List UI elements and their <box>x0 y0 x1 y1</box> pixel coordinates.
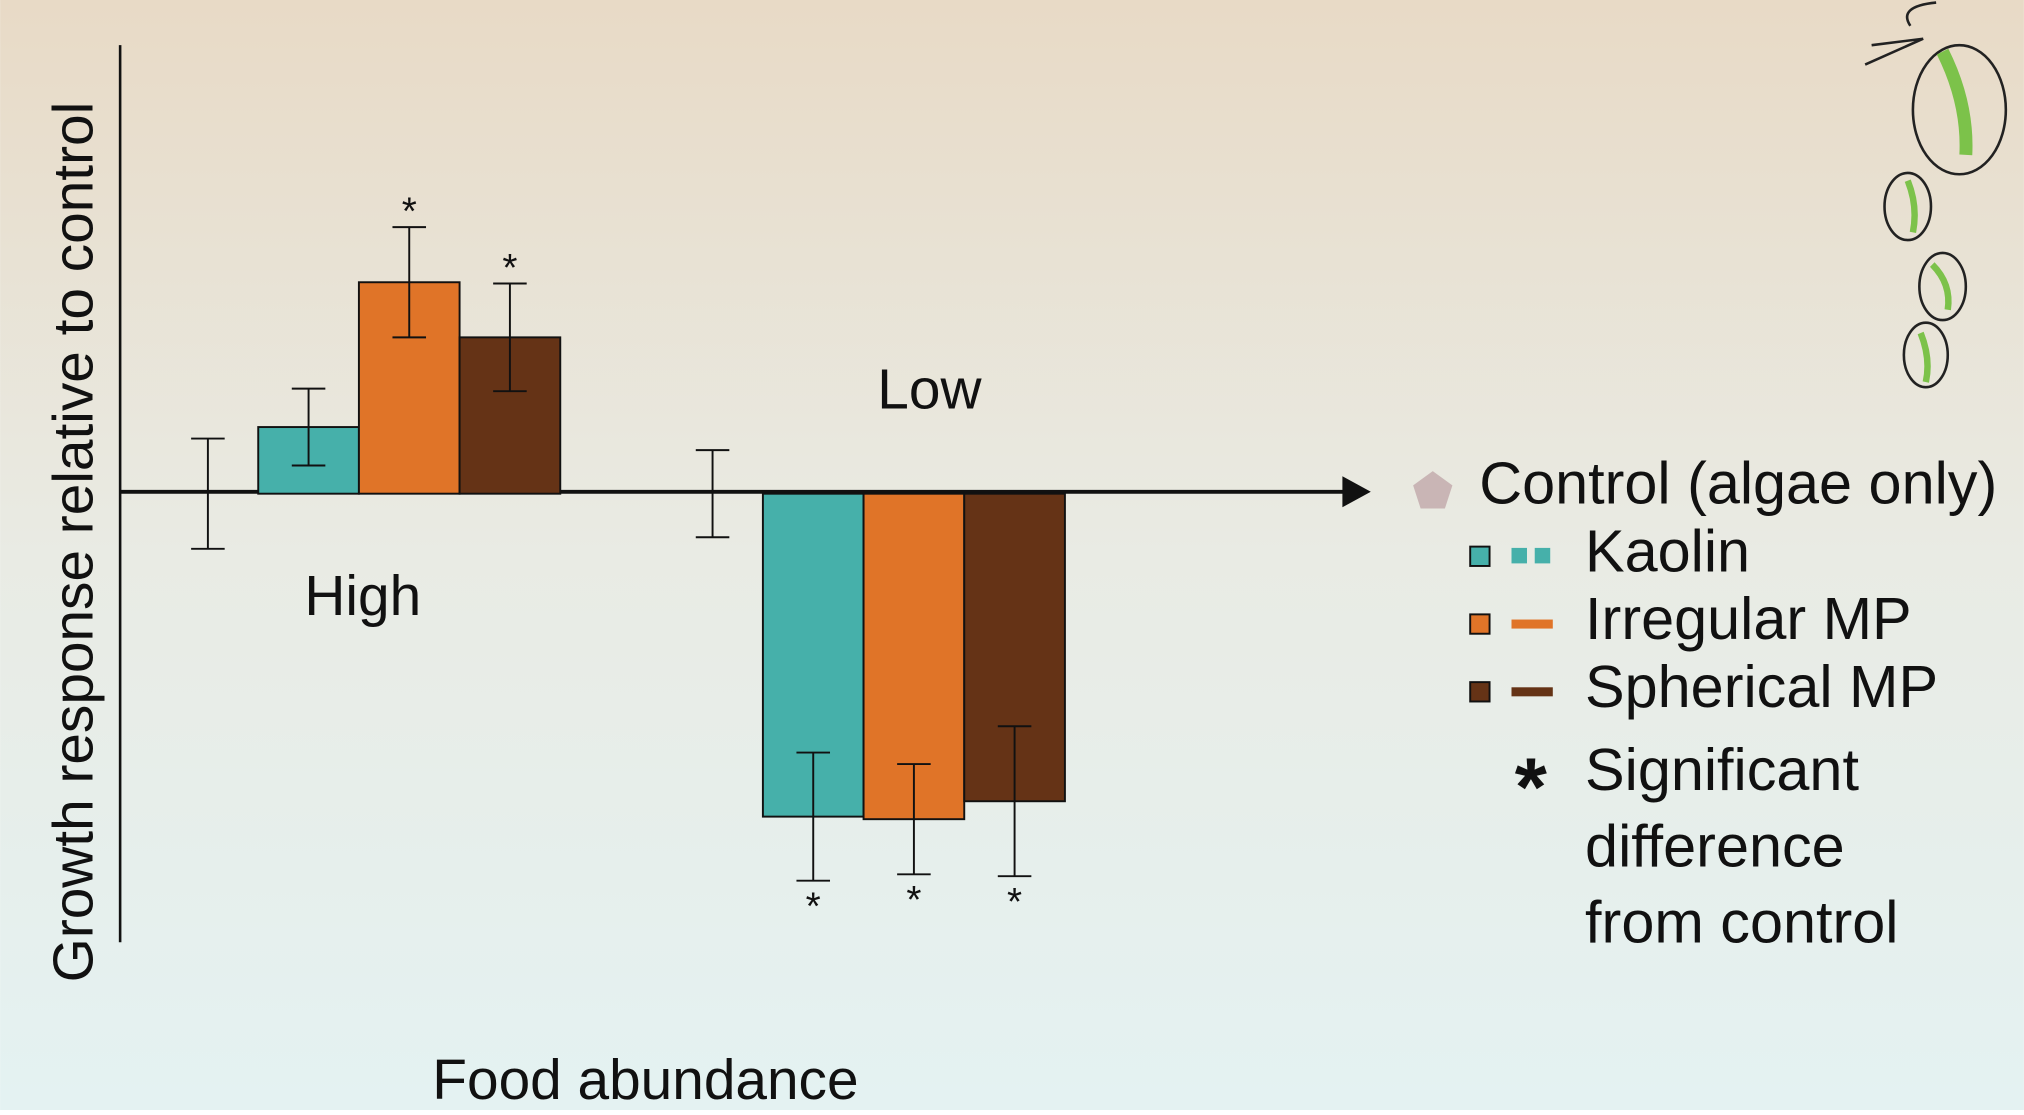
category-label: Low <box>877 359 982 422</box>
legend-label: Control (algae only) <box>1479 450 1997 517</box>
legend-swatch <box>1535 548 1550 563</box>
legend-label: Spherical MP <box>1585 653 1938 720</box>
legend-swatch <box>1470 682 1489 701</box>
category-label: High <box>304 565 421 628</box>
significance-star: * <box>502 247 517 290</box>
chart: Growth response relative to control Food… <box>0 0 2024 1110</box>
legend-label: Irregular MP <box>1585 585 1912 652</box>
significance-star: * <box>1007 881 1022 924</box>
legend-swatch <box>1512 548 1527 563</box>
legend-star: * <box>1515 741 1548 834</box>
x-axis-title: Food abundance <box>432 1049 858 1110</box>
page: Growth response relative to control Food… <box>0 0 2024 1110</box>
significance-star: * <box>906 879 921 922</box>
legend-swatch <box>1470 547 1489 566</box>
legend-swatch <box>1512 620 1553 629</box>
legend-note: from control <box>1585 888 1898 955</box>
y-axis-title: Growth response relative to control <box>43 102 106 983</box>
legend-label: Kaolin <box>1585 517 1750 584</box>
significance-star: * <box>806 885 821 928</box>
legend-swatch <box>1512 687 1553 696</box>
significance-star: * <box>402 190 417 233</box>
legend-note: difference <box>1585 812 1845 879</box>
legend-note: Significant <box>1585 736 1859 803</box>
legend-swatch <box>1470 614 1489 633</box>
